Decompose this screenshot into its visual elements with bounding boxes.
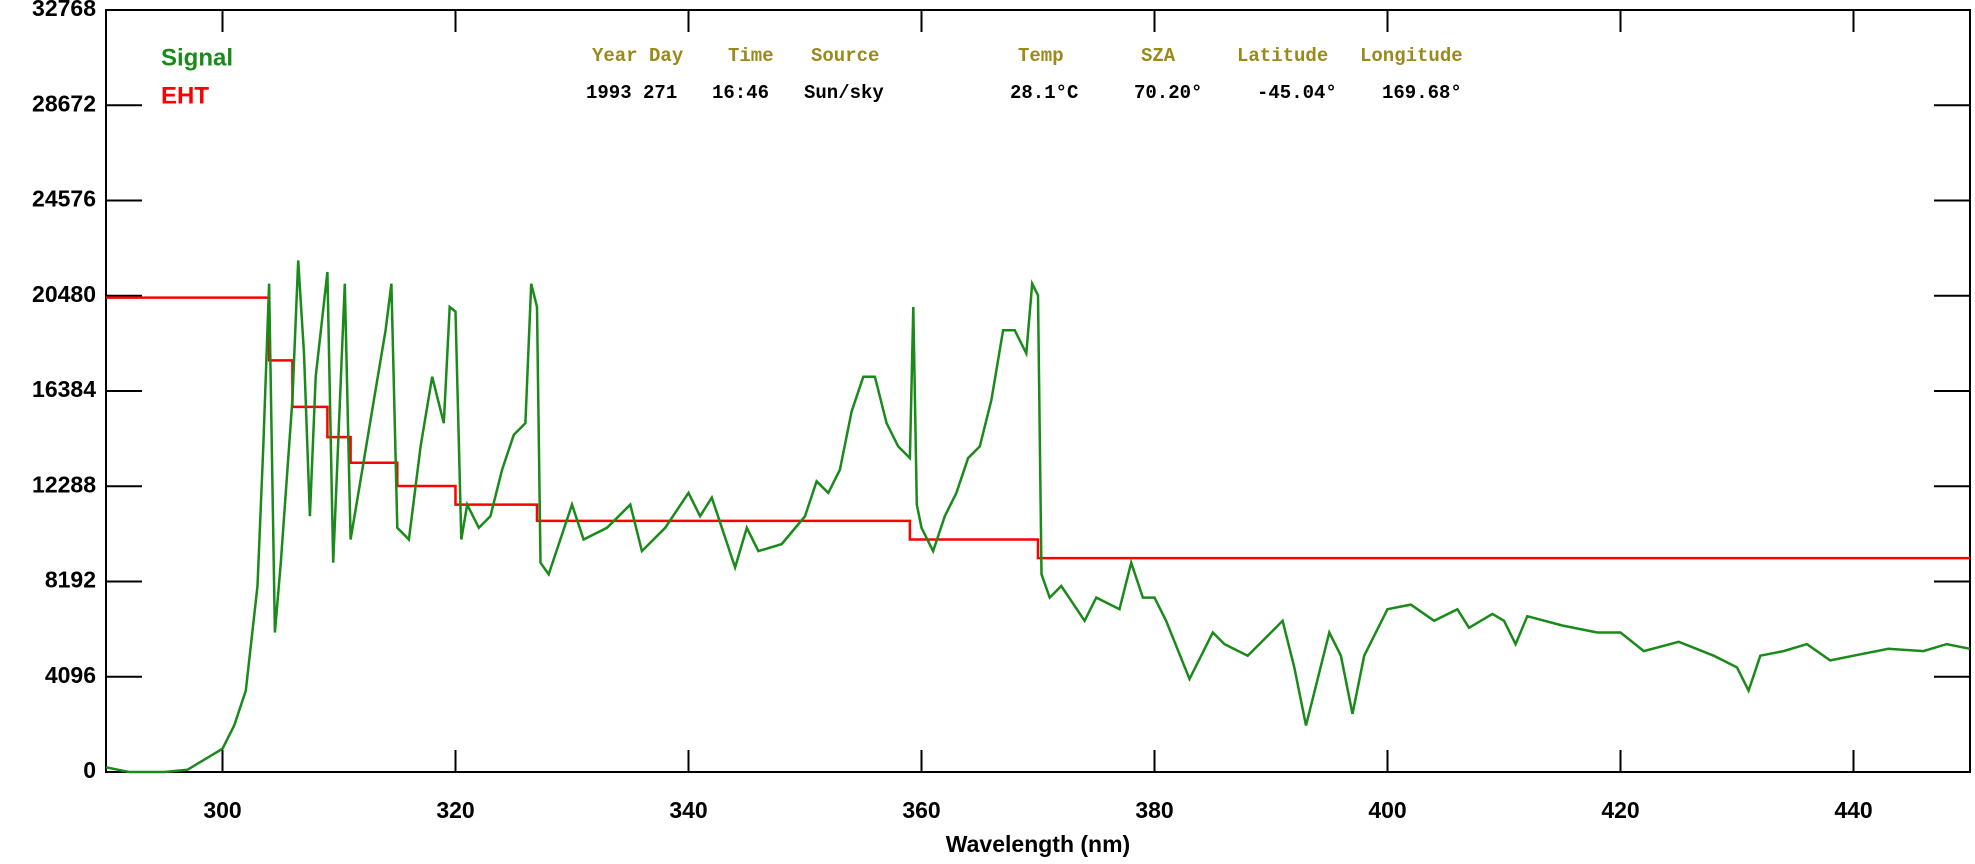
x-axis-label: Wavelength (nm) <box>946 831 1130 857</box>
y-tick-label: 4096 <box>45 662 96 688</box>
info-value: 70.20° <box>1134 82 1202 104</box>
y-tick-label: 12288 <box>32 471 96 497</box>
x-tick-label: 360 <box>902 797 940 823</box>
info-header: Year Day <box>592 45 684 67</box>
info-header: Time <box>728 45 774 67</box>
x-tick-label: 300 <box>203 797 241 823</box>
info-value: 169.68° <box>1382 82 1462 104</box>
x-tick-label: 320 <box>436 797 474 823</box>
info-value: 28.1°C <box>1010 82 1078 104</box>
info-header: SZA <box>1141 45 1176 67</box>
y-tick-label: 8192 <box>45 567 96 593</box>
y-tick-label: 0 <box>83 757 96 783</box>
y-tick-label: 24576 <box>32 186 96 212</box>
y-tick-label: 16384 <box>32 376 96 402</box>
x-tick-label: 380 <box>1135 797 1173 823</box>
info-header: Latitude <box>1237 45 1328 67</box>
y-tick-label: 28672 <box>32 90 96 116</box>
y-tick-label: 20480 <box>32 281 96 307</box>
info-value: -45.04° <box>1257 82 1337 104</box>
series-line <box>105 260 1971 774</box>
info-header: Longitude <box>1360 45 1463 67</box>
x-tick-label: 420 <box>1601 797 1639 823</box>
info-header: Source <box>811 45 879 67</box>
x-tick-label: 440 <box>1834 797 1872 823</box>
info-value: 1993 271 <box>586 82 677 104</box>
info-value: Sun/sky <box>804 82 884 104</box>
legend-entry: Signal <box>161 44 233 71</box>
series-line <box>106 296 1970 560</box>
x-tick-label: 400 <box>1368 797 1406 823</box>
info-header: Temp <box>1018 45 1064 67</box>
y-tick-label: 32768 <box>32 0 96 21</box>
info-value: 16:46 <box>712 82 769 104</box>
legend-entry: EHT <box>161 82 209 109</box>
x-tick-label: 340 <box>669 797 707 823</box>
